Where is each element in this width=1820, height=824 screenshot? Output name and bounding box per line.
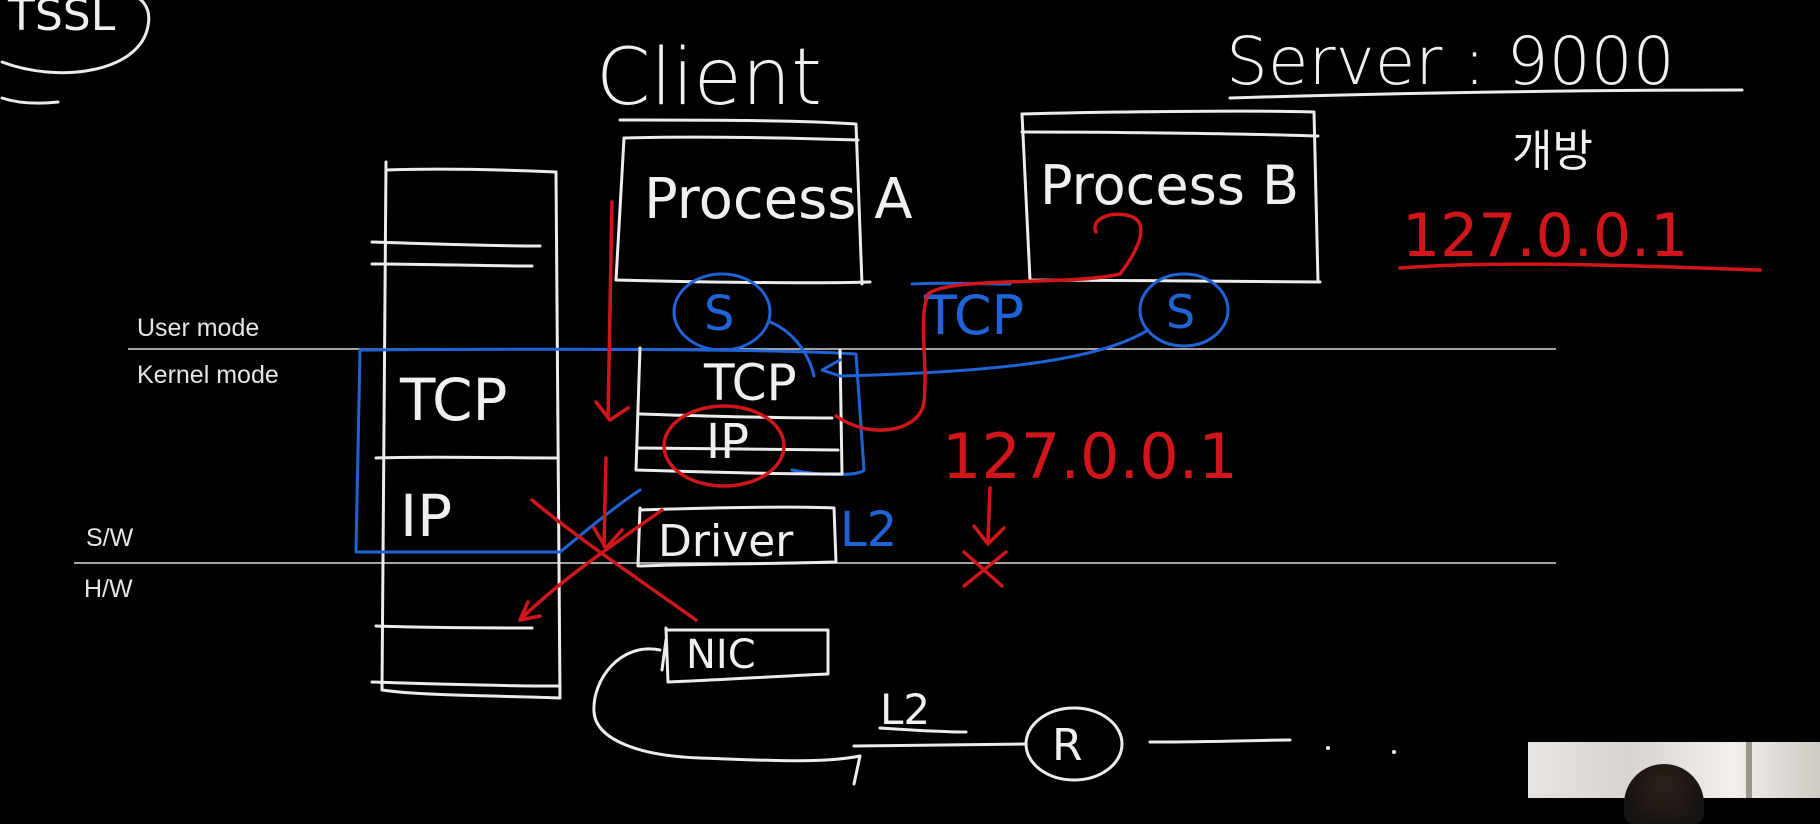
driver-to-kernel-line <box>558 488 642 554</box>
nic-label: NIC <box>686 632 756 678</box>
server-ip-address: 127.0.0.1 <box>1402 201 1688 271</box>
korean-note: 개방 <box>1512 126 1593 177</box>
server-ip-underline <box>1398 262 1762 272</box>
red-ip-down-arrow <box>592 456 624 550</box>
router-node: R <box>1024 706 1124 782</box>
red-x-cross <box>518 498 698 622</box>
process-a-box: Process A <box>614 118 913 286</box>
tcp-blue-label: TCP <box>923 284 1024 347</box>
client-ip-label: IP <box>706 414 749 470</box>
user-mode-label: User mode <box>137 314 259 342</box>
l2-blue-label: L2 <box>840 502 897 558</box>
driver-label: Driver <box>658 516 794 567</box>
kernel-mode-label: Kernel mode <box>137 361 279 389</box>
server-title: Server : 9000 <box>1226 23 1675 100</box>
stack-ip-label: IP <box>400 482 452 550</box>
protocol-stack-column: TCP IP <box>370 160 562 700</box>
loopback-ip-label: 127.0.0.1 <box>942 420 1238 493</box>
red-tcp-loop <box>834 212 1143 432</box>
socket-b-label: S <box>1166 285 1195 339</box>
hw-label: H/W <box>84 575 133 603</box>
sw-label: S/W <box>86 524 134 552</box>
trail-dot <box>1392 750 1396 754</box>
presenter-head <box>1624 764 1704 824</box>
router-label: R <box>1052 720 1083 771</box>
corner-circle-annotation: TSSL <box>0 0 151 105</box>
socket-b: S <box>1138 272 1230 348</box>
red-ip-circle <box>662 404 786 488</box>
webcam-background-bar <box>1746 742 1752 798</box>
l2-bottom-underline <box>878 726 968 734</box>
client-tcp-label: TCP <box>703 354 797 412</box>
process-a-label: Process A <box>644 167 913 232</box>
red-downward-arrow <box>594 200 630 422</box>
client-stack: TCP IP Driver NIC <box>634 346 844 684</box>
nic-cable <box>592 647 1026 786</box>
process-b-label: Process B <box>1040 154 1299 217</box>
corner-fragment-text: TSSL <box>7 0 116 41</box>
stack-tcp-label: TCP <box>399 366 508 434</box>
presenter-webcam <box>1528 742 1820 824</box>
socket-a-label: S <box>704 286 734 342</box>
trail-dot <box>1326 746 1330 750</box>
l2-bottom-label: L2 <box>880 685 930 734</box>
loopback-down-arrow <box>972 486 1006 546</box>
process-b-box: Process B <box>1020 109 1322 284</box>
router-link-line <box>1148 738 1292 744</box>
socket-connection-path <box>768 320 1150 378</box>
server-title-underline <box>1228 88 1744 100</box>
loopback-x-mark <box>962 550 1008 588</box>
socket-a: S <box>672 272 772 352</box>
whiteboard-canvas: User mode Kernel mode S/W H/W TSSL Clien… <box>0 0 1762 786</box>
client-title: Client <box>596 33 822 123</box>
